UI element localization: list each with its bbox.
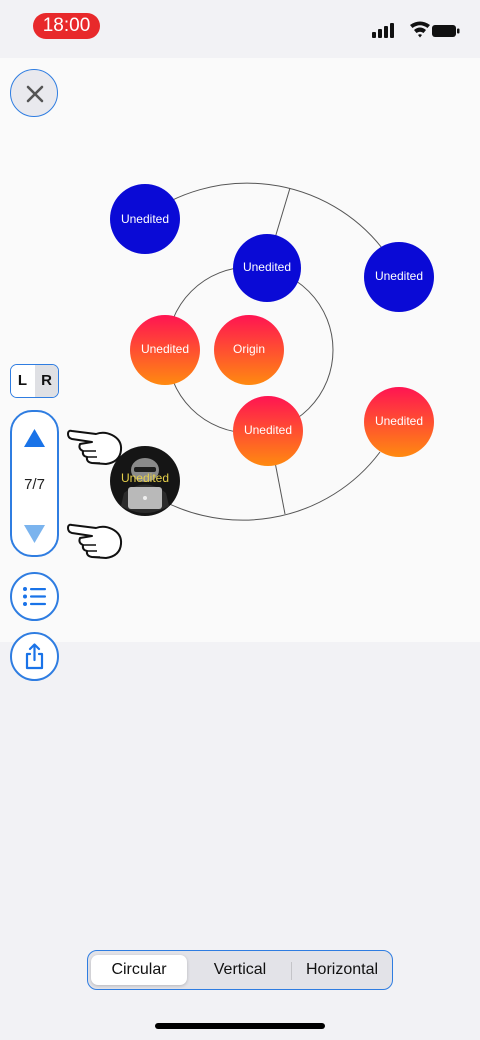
mindmap-node[interactable]: Unedited <box>233 396 303 466</box>
share-button[interactable] <box>10 632 59 681</box>
share-icon <box>25 643 44 670</box>
mindmap-node[interactable]: Unedited <box>233 234 301 302</box>
svg-text:Unedited: Unedited <box>244 423 292 437</box>
toggle-right-option[interactable]: R <box>35 365 58 397</box>
layout-option-horizontal[interactable]: Horizontal <box>305 961 379 978</box>
layout-option-vertical[interactable]: Vertical <box>213 961 267 978</box>
svg-text:Unedited: Unedited <box>375 414 423 428</box>
node-navigator: 7/7 <box>10 410 59 557</box>
pointing-hand-icon <box>67 523 123 559</box>
layout-option-circular[interactable]: Circular <box>91 955 187 985</box>
toggle-left-option[interactable]: L <box>11 365 34 397</box>
svg-text:Unedited: Unedited <box>243 260 291 274</box>
close-icon <box>26 85 44 103</box>
outer-orbit <box>142 182 383 521</box>
mindmap-node[interactable]: Unedited <box>364 242 434 312</box>
list-button[interactable] <box>10 572 59 621</box>
cellular-signal-icon <box>372 23 394 38</box>
layout-switcher: Circular Vertical Horizontal <box>87 950 393 990</box>
mindmap-diagram: Unedited Unedited Unedited Unedited Orig… <box>110 182 434 521</box>
connector-top <box>274 187 291 239</box>
segment-divider <box>291 962 292 980</box>
mindmap-node[interactable]: Unedited <box>130 315 200 385</box>
status-bar: 18:00 <box>0 0 480 56</box>
next-arrow-icon[interactable] <box>23 524 46 544</box>
status-icons <box>372 21 460 38</box>
mindmap-node[interactable]: Unedited <box>364 387 434 457</box>
avatar-node-image[interactable] <box>110 446 180 516</box>
left-right-toggle[interactable]: L R <box>10 364 59 398</box>
page-indicator: 7/7 <box>24 476 45 493</box>
pointing-hand-icon <box>67 429 123 465</box>
svg-text:Unedited: Unedited <box>375 269 423 283</box>
origin-node[interactable]: Origin <box>214 315 284 385</box>
avatar-node-label: Unedited <box>120 471 170 485</box>
battery-icon <box>432 25 460 37</box>
close-button[interactable] <box>10 69 58 117</box>
svg-text:Origin: Origin <box>233 342 265 356</box>
mindmap-canvas[interactable]: Unedited Unedited Unedited Unedited Orig… <box>0 58 480 642</box>
status-time: 18:00 <box>33 13 100 39</box>
svg-text:Unedited: Unedited <box>121 212 169 226</box>
mindmap-node[interactable]: Unedited <box>110 184 180 254</box>
home-indicator <box>155 1023 325 1029</box>
svg-text:Unedited: Unedited <box>141 342 189 356</box>
previous-arrow-icon[interactable] <box>23 428 46 448</box>
connector-bottom <box>274 461 286 515</box>
wifi-icon <box>410 21 430 38</box>
list-icon <box>23 587 46 606</box>
